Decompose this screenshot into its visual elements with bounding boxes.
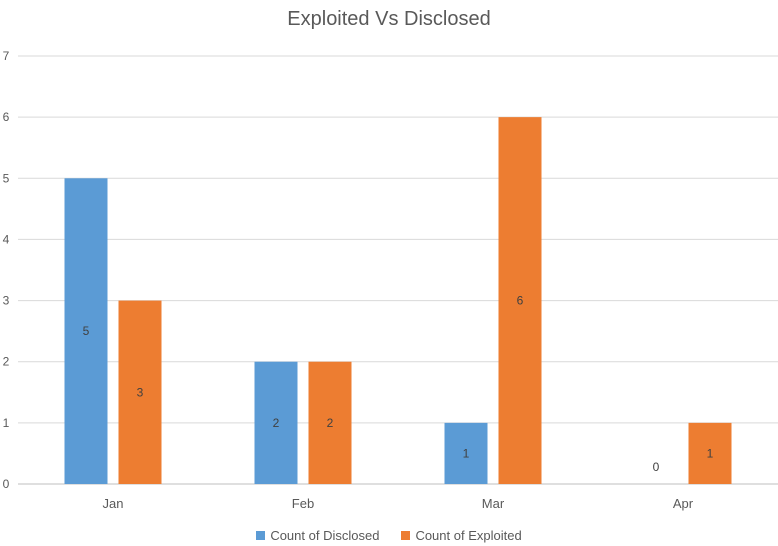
- data-label: 2: [327, 416, 334, 430]
- y-tick-label: 1: [3, 416, 10, 430]
- y-tick-label: 2: [3, 355, 10, 369]
- legend-swatch-disclosed: [256, 531, 266, 540]
- data-label: 6: [517, 294, 524, 308]
- x-tick-label: Jan: [103, 496, 124, 511]
- legend-swatch-exploited: [401, 531, 411, 540]
- bar-disclosed-jan: [64, 178, 108, 485]
- y-tick-label: 7: [3, 49, 10, 63]
- y-tick-label: 6: [3, 110, 10, 124]
- y-tick-label: 4: [3, 232, 10, 246]
- data-label: 3: [137, 385, 144, 399]
- bar-disclosed-feb: [254, 361, 298, 484]
- legend-item-disclosed: Count of Disclosed: [256, 528, 379, 543]
- x-axis-ticks: Jan Feb Mar Apr: [103, 496, 694, 511]
- gridlines: [18, 55, 778, 485]
- data-label: 1: [463, 446, 470, 460]
- x-tick-label: Feb: [292, 496, 314, 511]
- data-labels: 5 3 2 2 1 6 0 1: [83, 294, 714, 474]
- y-tick-label: 5: [3, 171, 10, 185]
- bar-disclosed-mar: [444, 422, 488, 484]
- data-label: 5: [83, 324, 90, 338]
- data-label: 1: [707, 446, 714, 460]
- y-tick-label: 0: [3, 477, 10, 491]
- x-tick-label: Apr: [673, 496, 694, 511]
- data-label: 2: [273, 416, 280, 430]
- legend-label-exploited: Count of Exploited: [415, 528, 522, 543]
- legend-item-exploited: Count of Exploited: [401, 528, 522, 543]
- y-axis-ticks: 0 1 2 3 4 5 6 7: [3, 49, 10, 491]
- legend: Count of Disclosed Count of Exploited: [0, 528, 778, 543]
- bar-exploited-feb: [308, 361, 352, 484]
- bar-exploited-mar: [498, 117, 542, 485]
- x-tick-label: Mar: [482, 496, 505, 511]
- chart-title: Exploited Vs Disclosed: [287, 8, 491, 30]
- data-label: 0: [653, 460, 660, 474]
- legend-label-disclosed: Count of Disclosed: [270, 528, 380, 543]
- bar-exploited-jan: [118, 300, 162, 484]
- bars: [64, 117, 732, 485]
- y-tick-label: 3: [3, 294, 10, 308]
- bar-exploited-apr: [688, 422, 732, 484]
